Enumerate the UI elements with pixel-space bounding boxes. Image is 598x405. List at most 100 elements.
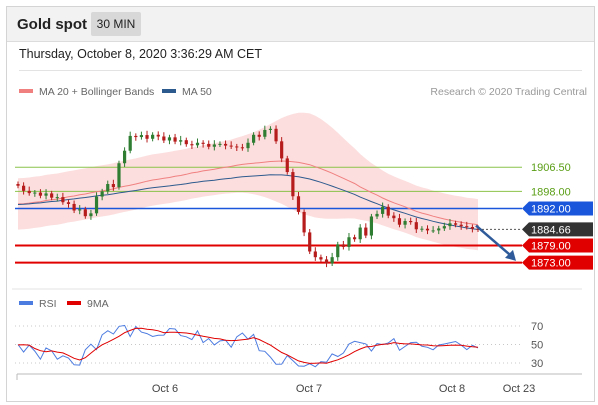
candle-body bbox=[89, 213, 93, 217]
candle-body bbox=[94, 196, 99, 214]
candle-body bbox=[263, 129, 267, 137]
candle-body bbox=[22, 185, 26, 191]
support-tag bbox=[522, 255, 593, 270]
x-tick-label: Oct 23 bbox=[503, 383, 535, 395]
candle-body bbox=[201, 142, 205, 144]
candle-body bbox=[235, 146, 239, 148]
candle-body bbox=[414, 222, 418, 230]
candle-body bbox=[347, 237, 351, 247]
candle-body bbox=[470, 227, 474, 229]
candle-body bbox=[403, 221, 407, 225]
candle-body bbox=[330, 257, 334, 264]
candle-body bbox=[268, 128, 273, 130]
credit-label: Research © 2020 Trading Central bbox=[430, 86, 587, 98]
candle-body bbox=[179, 140, 183, 142]
candle-body bbox=[257, 134, 261, 137]
candle-body bbox=[195, 142, 200, 146]
candle-body bbox=[50, 193, 54, 198]
candle-body bbox=[319, 257, 323, 260]
candle-body bbox=[369, 216, 374, 236]
candle-body bbox=[364, 227, 368, 236]
candle-body bbox=[229, 145, 233, 147]
candle-body bbox=[246, 142, 250, 149]
candle-body bbox=[212, 144, 216, 147]
candle-body bbox=[72, 203, 76, 211]
current-price-tag bbox=[522, 222, 593, 237]
candle-body bbox=[173, 137, 177, 142]
resistance-label: 1906.50 bbox=[531, 162, 571, 174]
candle-body bbox=[476, 228, 480, 230]
rsi-legend-swatch bbox=[67, 301, 81, 305]
candle-body bbox=[358, 227, 362, 240]
candle-body bbox=[61, 197, 65, 203]
support-tag bbox=[522, 238, 593, 253]
x-tick-label: Oct 7 bbox=[296, 383, 322, 395]
candle-body bbox=[83, 209, 87, 217]
bollinger-band bbox=[18, 112, 478, 251]
ma20-line bbox=[17, 160, 479, 226]
divider bbox=[19, 70, 582, 71]
candle-body bbox=[302, 211, 306, 233]
candle-body bbox=[66, 202, 71, 204]
legend-swatch bbox=[162, 89, 176, 93]
candle-body bbox=[291, 172, 295, 197]
x-tick-label: Oct 6 bbox=[152, 383, 178, 395]
candle-body bbox=[274, 128, 278, 142]
candle-body bbox=[190, 144, 194, 146]
support-label: 1879.00 bbox=[531, 241, 571, 253]
candle-body bbox=[397, 218, 402, 225]
candle-body bbox=[431, 230, 435, 232]
resistance-label: 1898.00 bbox=[531, 186, 571, 198]
ma50-line bbox=[17, 174, 479, 230]
candle-body bbox=[252, 134, 256, 143]
candle-body bbox=[296, 196, 301, 212]
legend-label: MA 50 bbox=[182, 86, 212, 98]
candle-body bbox=[207, 143, 211, 147]
instrument-title: Gold spot bbox=[17, 16, 87, 33]
candle-body bbox=[156, 134, 160, 137]
candle-body bbox=[223, 143, 228, 146]
candle-body bbox=[453, 223, 458, 225]
candle-body bbox=[240, 147, 244, 149]
x-tick-label: Oct 8 bbox=[439, 383, 465, 395]
candle-body bbox=[139, 135, 144, 138]
candle-body bbox=[420, 228, 424, 230]
rsi-legend-swatch bbox=[19, 301, 33, 305]
candle-body bbox=[425, 228, 430, 231]
rsi-legend-label: 9MA bbox=[87, 298, 109, 310]
forecast-arrow bbox=[475, 224, 511, 256]
candle-body bbox=[184, 140, 188, 145]
candle-body bbox=[16, 184, 20, 186]
candle-body bbox=[324, 259, 329, 264]
rsi-ma-line bbox=[17, 327, 479, 364]
candle-body bbox=[285, 158, 289, 173]
rsi-level-label: 30 bbox=[531, 358, 543, 370]
candle-body bbox=[111, 184, 115, 188]
candle-body bbox=[33, 192, 37, 194]
candle-body bbox=[392, 215, 396, 219]
candle-body bbox=[465, 226, 469, 228]
candle-body bbox=[218, 143, 222, 145]
datetime-label: Thursday, October 8, 2020 3:36:29 AM CET bbox=[19, 47, 262, 61]
candle-body bbox=[106, 184, 110, 192]
candle-body bbox=[280, 141, 284, 159]
candle-body bbox=[341, 244, 345, 247]
legend-swatch bbox=[19, 89, 33, 93]
candle-body bbox=[459, 224, 463, 227]
candle-body bbox=[117, 163, 121, 188]
candle-body bbox=[38, 192, 43, 196]
candle-body bbox=[167, 137, 172, 141]
rsi-line bbox=[17, 324, 479, 368]
rsi-level-label: 70 bbox=[531, 321, 543, 333]
forecast-arrowhead bbox=[505, 249, 516, 261]
candle-body bbox=[27, 190, 31, 194]
timeframe-badge[interactable]: 30 MIN bbox=[91, 12, 141, 36]
candle-body bbox=[352, 237, 357, 240]
pivot-label: 1892.00 bbox=[531, 204, 571, 216]
candle-body bbox=[134, 135, 138, 138]
current-price-label: 1884.66 bbox=[531, 224, 571, 236]
candle-body bbox=[78, 209, 82, 211]
candle-body bbox=[386, 206, 390, 216]
pivot-tag bbox=[522, 201, 593, 216]
